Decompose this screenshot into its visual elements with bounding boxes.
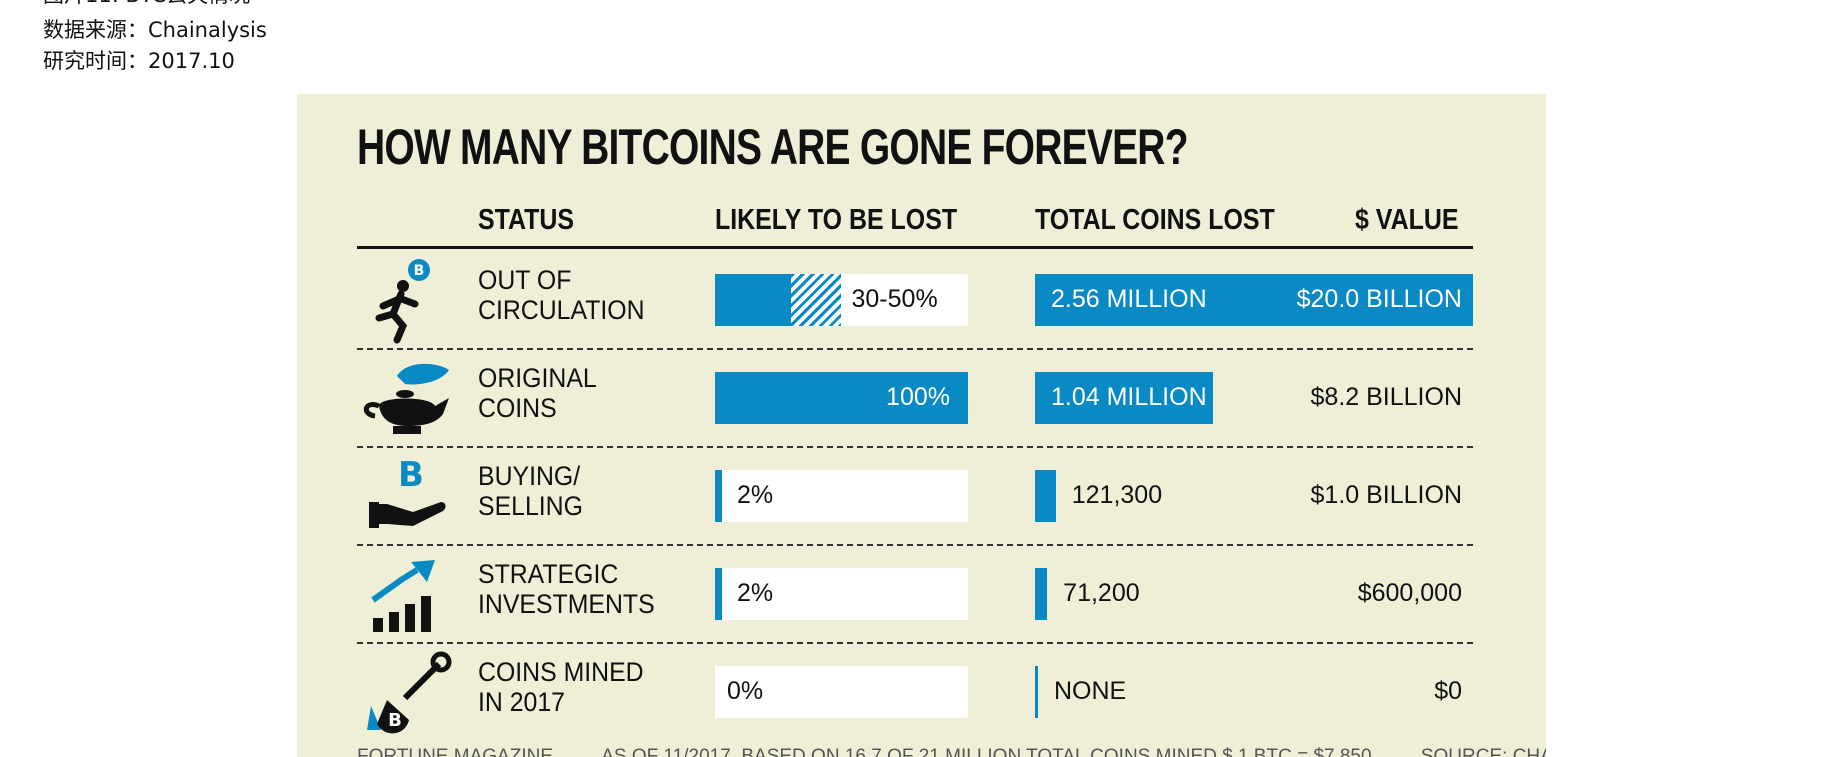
figure-caption: 图片11: BTC丢失情况 <box>43 0 250 11</box>
status-label: BUYING/ SELLING <box>478 461 583 521</box>
likely-lost-range-hatch <box>790 274 842 326</box>
header-rule <box>357 246 1473 249</box>
column-header-likely-lost: LIKELY TO BE LOST <box>715 204 958 236</box>
row-divider <box>357 544 1473 546</box>
footer-publisher: FORTUNE MAGAZINE <box>357 746 553 757</box>
status-label: STRATEGIC INVESTMENTS <box>478 559 655 619</box>
research-time-line: 研究时间：2017.10 <box>43 49 235 73</box>
status-label: OUT OF CIRCULATION <box>478 265 645 325</box>
table-row: ORIGINAL COINS 100% 1.04 MILLION $8.2 BILLI… <box>297 350 1546 447</box>
coins-lost-label: 1.04 MILLION <box>1051 383 1207 411</box>
svg-text:B: B <box>388 710 402 731</box>
chart-footer: FORTUNE MAGAZINE AS OF 11/2017. BASED ON… <box>357 746 1546 757</box>
coins-lost-bar <box>1035 372 1213 424</box>
dollar-value-label: $8.2 BILLION <box>1310 383 1462 411</box>
row-divider <box>357 642 1473 644</box>
coins-lost-label: 2.56 MILLION <box>1051 285 1207 313</box>
likely-lost-bar: 100% <box>715 372 968 424</box>
hand-bitcoin-icon: B <box>357 454 453 540</box>
column-header-status: STATUS <box>478 204 575 236</box>
svg-text:B: B <box>398 455 424 495</box>
table-row: STRATEGIC INVESTMENTS 2% 71,200 $600,000 <box>297 546 1546 643</box>
likely-lost-bar: 2% <box>715 568 968 620</box>
likely-lost-fill <box>715 372 968 424</box>
status-label: ORIGINAL COINS <box>478 363 597 423</box>
coins-lost-bar <box>1035 666 1038 718</box>
likely-lost-fill <box>715 470 722 522</box>
dollar-value-label: $20.0 BILLION <box>1296 285 1462 313</box>
coins-lost-label: NONE <box>1054 677 1127 705</box>
infographic-panel: HOW MANY BITCOINS ARE GONE FOREVER? STAT… <box>297 94 1546 757</box>
chart-title: HOW MANY BITCOINS ARE GONE FOREVER? <box>357 119 1189 175</box>
data-source-line: 数据来源：Chainalysis <box>43 18 267 42</box>
likely-lost-bar: 2% <box>715 470 968 522</box>
genie-lamp-icon <box>357 356 453 442</box>
likely-lost-label: 0% <box>727 677 764 705</box>
growth-chart-icon <box>357 552 453 638</box>
likely-lost-bar: 0% <box>715 666 968 718</box>
column-header-total-coins-lost: TOTAL COINS LOST <box>1035 204 1275 236</box>
likely-lost-fill <box>715 568 722 620</box>
dollar-value-label: $1.0 BILLION <box>1310 481 1462 509</box>
coins-lost-bar <box>1035 274 1473 326</box>
dollar-value-label: $600,000 <box>1357 579 1462 607</box>
likely-lost-label: 100% <box>886 383 950 411</box>
footer-source: SOURCE: CHAINALYSIS <box>1420 746 1546 757</box>
coins-lost-label: 71,200 <box>1063 579 1140 607</box>
svg-text:B: B <box>414 263 425 279</box>
likely-lost-label: 2% <box>737 481 774 509</box>
status-label: COINS MINED IN 2017 <box>478 657 644 717</box>
table-row: B BUYING/ SELLING 2% 121,300 $1.0 BILLION <box>297 448 1546 545</box>
footer-note: AS OF 11/2017. BASED ON 16.7 OF 21 MILLI… <box>601 746 1372 757</box>
column-header-value: $ VALUE <box>1355 204 1459 236</box>
row-divider <box>357 446 1473 448</box>
table-row: B OUT OF CIRCULATION 30-50% 2.56 MILLION $20… <box>297 252 1546 349</box>
shovel-bitcoin-icon: B <box>357 650 453 736</box>
likely-lost-label: 2% <box>737 579 774 607</box>
coins-lost-bar <box>1035 568 1048 620</box>
likely-lost-label: 30-50% <box>851 285 938 313</box>
table-row: B COINS MINED IN 2017 0% NONE $0 <box>297 644 1546 741</box>
running-person-bitcoin-icon: B <box>357 258 453 344</box>
coins-lost-bar <box>1035 470 1056 522</box>
likely-lost-bar: 30-50% <box>715 274 968 326</box>
row-divider <box>357 348 1473 350</box>
coins-lost-label: 121,300 <box>1071 481 1163 509</box>
likely-lost-fill <box>715 274 791 326</box>
dollar-value-label: $0 <box>1434 677 1462 705</box>
